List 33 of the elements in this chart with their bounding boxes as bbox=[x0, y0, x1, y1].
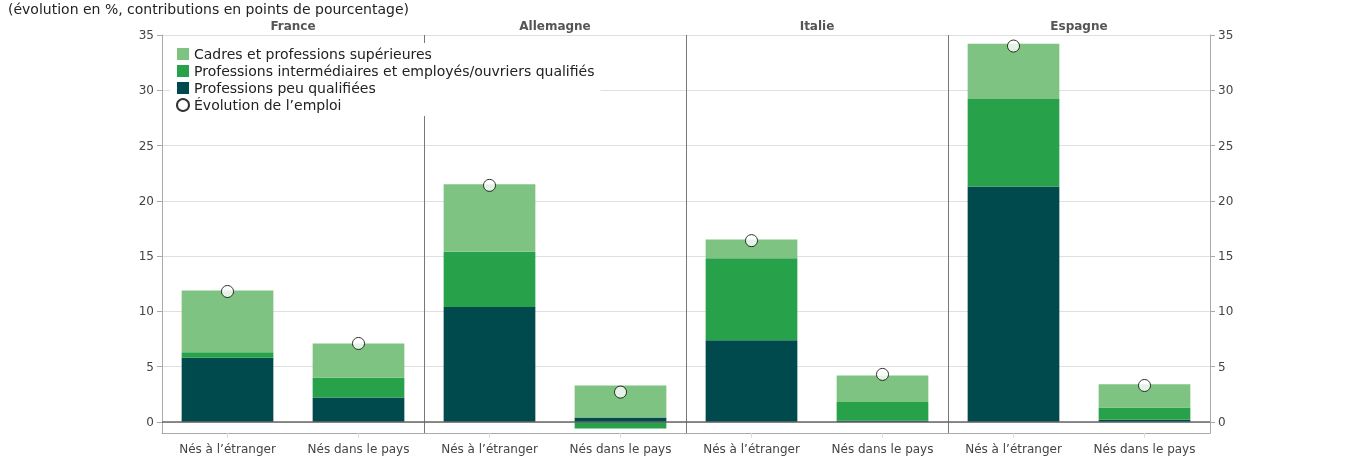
y-tick-label: 0 bbox=[146, 414, 154, 429]
y2-tick-label: 10 bbox=[1218, 304, 1234, 319]
x-tick-label: Nés à l’étranger bbox=[441, 442, 538, 456]
text: France bbox=[270, 19, 316, 33]
x-tick-label: Nés dans le pays bbox=[1093, 442, 1196, 456]
y2-tick-label: 30 bbox=[1218, 83, 1234, 98]
legend-label: Professions intermédiaires et employés/ouvriers qualifiés bbox=[194, 63, 595, 79]
y-tick-label: 10 bbox=[138, 304, 154, 319]
text: Allemagne bbox=[519, 19, 591, 33]
text: Italie bbox=[799, 19, 835, 33]
x-tick-label: Nés dans le pays bbox=[307, 442, 410, 456]
y-tick-label: 25 bbox=[138, 138, 154, 153]
x-tick-label: Nés à l’étranger bbox=[703, 442, 800, 456]
y-tick-label: 30 bbox=[138, 83, 154, 98]
x-tick-label: Nés dans le pays bbox=[831, 442, 934, 456]
legend-label: Cadres et professions supérieures bbox=[194, 46, 432, 62]
x-tick-label: Nés dans le pays bbox=[569, 442, 672, 456]
y-tick-label: 35 bbox=[138, 28, 154, 42]
chart-subtitle: (évolution en %, contributions en points de pourcentage) bbox=[8, 1, 410, 17]
legend-label: Professions peu qualifiées bbox=[194, 80, 376, 96]
text: Espagne bbox=[1050, 19, 1108, 33]
y-tick-label: 15 bbox=[138, 249, 154, 264]
y-tick-label: 5 bbox=[146, 359, 154, 374]
y2-tick-label: 0 bbox=[1218, 414, 1226, 429]
legend-label: Évolution de l’emploi bbox=[194, 97, 342, 113]
y2-tick-label: 5 bbox=[1218, 359, 1226, 374]
y2-tick-label: 25 bbox=[1218, 138, 1234, 153]
y2-tick-label: 35 bbox=[1218, 28, 1234, 42]
x-tick-label: Nés à l’étranger bbox=[179, 442, 276, 456]
y2-tick-label: 15 bbox=[1218, 249, 1234, 264]
x-tick-label: Nés à l’étranger bbox=[965, 442, 1062, 456]
y-tick-label: 20 bbox=[138, 193, 154, 208]
y2-tick-label: 20 bbox=[1218, 193, 1234, 208]
